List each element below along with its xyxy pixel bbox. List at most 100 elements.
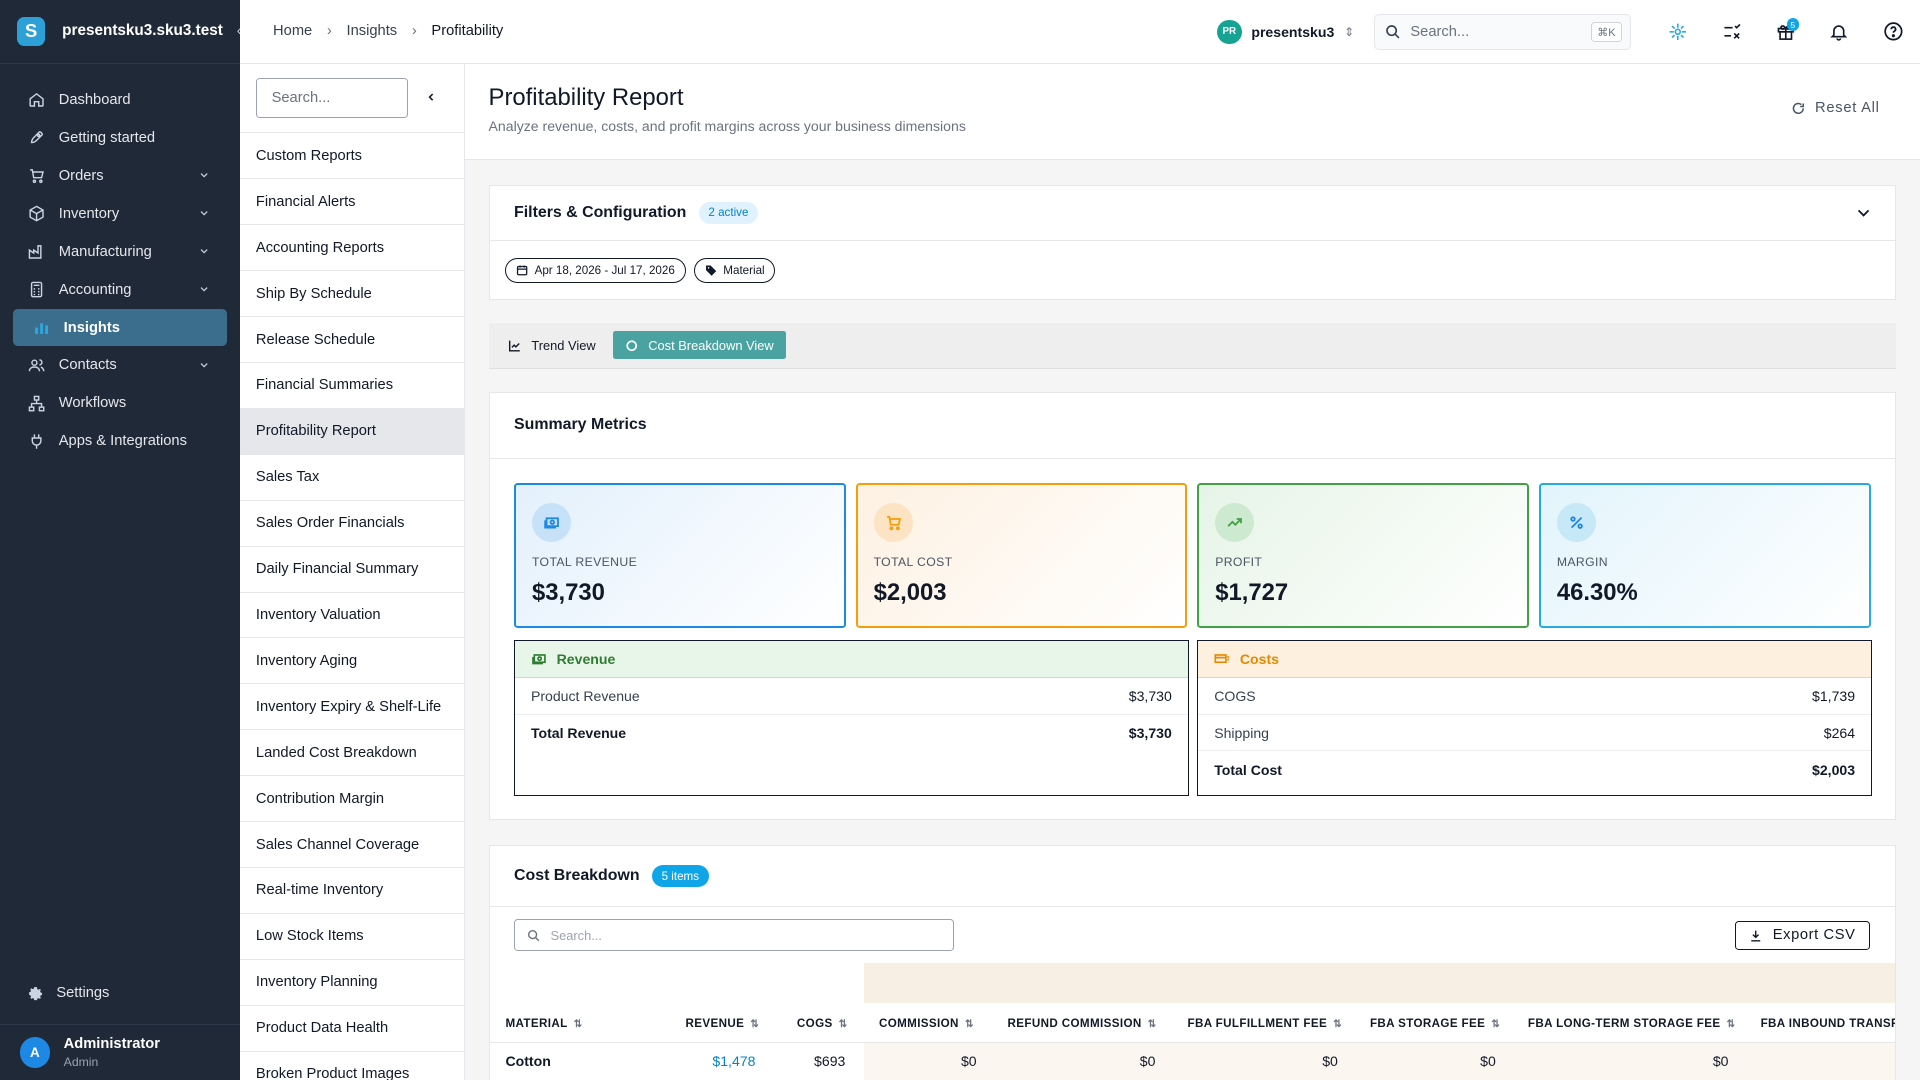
subnav-item[interactable]: Custom Reports <box>240 133 465 180</box>
sidebar-item-apps-integrations[interactable]: Apps & Integrations <box>0 422 240 460</box>
cell-fba-storage-fee: $0 <box>1480 1053 1496 1070</box>
reports-subnav: Search... Custom Reports Financial Alert… <box>240 63 466 1080</box>
reset-all-button[interactable]: Reset All <box>1791 100 1880 116</box>
chevron-left-icon[interactable] <box>425 91 437 103</box>
column-header-commission[interactable]: COMMISSION ⇅ <box>878 1016 974 1030</box>
sidebar-item-accounting[interactable]: Accounting <box>0 271 240 309</box>
kpi-value: 46.30% <box>1556 579 1638 606</box>
subnav-item[interactable]: Financial Summaries <box>240 363 465 409</box>
column-header-cogs[interactable]: COGS ⇅ <box>796 1016 848 1030</box>
home-icon <box>27 90 47 110</box>
cell-fba-long-term-storage-fee: $0 <box>1712 1053 1729 1070</box>
page-header: Profitability Report Analyze revenue, co… <box>465 63 1920 161</box>
kpi-total-revenue: TOTAL REVENUE $3,730 <box>514 483 846 628</box>
subnav-item-active[interactable]: Profitability Report <box>240 408 465 455</box>
line-chart-icon <box>508 339 531 352</box>
column-header-material[interactable]: MATERIAL ⇅ <box>505 1016 583 1030</box>
avatar: A <box>19 1037 51 1068</box>
subnav-item[interactable]: Product Data Health <box>240 1006 465 1052</box>
user-profile[interactable]: A Administrator Admin <box>0 1023 240 1080</box>
subnav-item[interactable]: Inventory Expiry & Shelf-Life <box>240 684 465 731</box>
subnav-item[interactable]: Inventory Planning <box>240 960 465 1006</box>
column-header-fba-storage-fee[interactable]: FBA STORAGE FEE ⇅ <box>1369 1016 1500 1030</box>
card-payment-icon <box>1214 651 1240 667</box>
factory-icon <box>27 242 47 262</box>
subnav-item[interactable]: Real-time Inventory <box>240 868 465 914</box>
brand-header[interactable]: S presentsku3.sku3.test ‹ <box>0 0 242 64</box>
kpi-label: TOTAL COST <box>873 555 953 570</box>
cart-icon <box>873 502 913 542</box>
subnav-item[interactable]: Sales Order Financials <box>240 501 465 547</box>
top-bar: Home › Insights › Profitability PR prese… <box>240 0 1920 64</box>
sidebar-footer: Settings A Administrator Admin <box>0 975 240 1080</box>
subnav-item[interactable]: Sales Channel Coverage <box>240 822 465 868</box>
row-value: $2,003 <box>1812 761 1856 778</box>
chevron-down-icon <box>198 283 210 295</box>
help-button[interactable] <box>1866 0 1920 64</box>
breadcrumb-insights[interactable]: Insights <box>346 23 398 40</box>
sidebar-item-contacts[interactable]: Contacts <box>0 346 240 384</box>
trend-view-tab[interactable]: Trend View <box>508 331 596 359</box>
subnav-item[interactable]: Accounting Reports <box>240 225 465 272</box>
cost-breakdown-view-tab[interactable]: Cost Breakdown View <box>612 331 786 360</box>
subnav-item[interactable]: Landed Cost Breakdown <box>240 730 465 777</box>
subnav-item[interactable]: Contribution Margin <box>240 776 465 823</box>
sidebar-item-orders[interactable]: Orders <box>0 157 240 195</box>
column-header-fba-long-term-storage-fee[interactable]: FBA LONG-TERM STORAGE FEE ⇅ <box>1527 1016 1736 1030</box>
gifts-button[interactable]: 5 <box>1758 0 1812 64</box>
summary-metrics-card: Summary Metrics TOTAL REVENUE $3,730 TOT… <box>488 391 1896 821</box>
notifications-button[interactable] <box>1812 0 1866 64</box>
subnav-item[interactable]: Financial Alerts <box>240 179 465 226</box>
column-header-fba-fulfillment-fee[interactable]: FBA FULFILLMENT FEE ⇅ <box>1187 1016 1342 1030</box>
account-switcher[interactable]: PR presentsku3 ⇕ <box>1217 19 1354 45</box>
chevron-down-icon <box>198 207 210 219</box>
sidebar-item-label: Contacts <box>58 357 117 374</box>
reports-search-input[interactable]: Search... <box>255 77 408 119</box>
date-range-chip[interactable]: Apr 18, 2026 - Jul 17, 2026 <box>505 258 686 283</box>
page-subtitle: Analyze revenue, costs, and profit margi… <box>488 117 966 134</box>
breadcrumb-home[interactable]: Home <box>273 23 313 40</box>
filters-panel: Filters & Configuration 2 active Apr 18,… <box>488 184 1896 300</box>
tag-icon <box>705 264 723 276</box>
subnav-item[interactable]: Low Stock Items <box>240 914 465 960</box>
chevron-down-icon <box>198 245 210 257</box>
cell-revenue-link[interactable]: $1,478 <box>712 1053 756 1070</box>
export-csv-button[interactable]: Export CSV <box>1735 920 1871 950</box>
table-search-input[interactable]: Search... <box>514 919 954 952</box>
sidebar-item-insights[interactable]: Insights <box>13 308 227 347</box>
sidebar-item-settings[interactable]: Settings <box>0 975 240 1012</box>
dimension-chip[interactable]: Material <box>694 258 776 283</box>
sidebar-item-dashboard[interactable]: Dashboard <box>0 81 240 119</box>
sidebar-item-manufacturing[interactable]: Manufacturing <box>0 233 240 271</box>
ai-assistant-button[interactable] <box>1651 0 1705 64</box>
subnav-item[interactable]: Inventory Valuation <box>240 593 465 639</box>
column-header-refund-commission[interactable]: REFUND COMMISSION ⇅ <box>1007 1016 1157 1030</box>
sidebar-collapse-icon[interactable]: ‹ <box>236 23 242 39</box>
breadcrumb-current: Profitability <box>431 23 504 40</box>
subnav-item[interactable]: Release Schedule <box>240 317 465 363</box>
cost-row: Shipping $264 <box>1198 715 1871 752</box>
filters-header[interactable]: Filters & Configuration 2 active <box>489 186 1895 241</box>
sidebar-item-getting-started[interactable]: Getting started <box>0 119 240 157</box>
subnav-item[interactable]: Broken Product Images <box>240 1052 464 1080</box>
subnav-item[interactable]: Daily Financial Summary <box>240 547 465 593</box>
subnav-item[interactable]: Sales Tax <box>240 455 465 501</box>
cost-breakdown-card: Cost Breakdown 5 items Search... Export … <box>488 844 1896 1080</box>
checklist-icon <box>1722 22 1742 42</box>
kpi-value: $2,003 <box>873 579 947 606</box>
subnav-item[interactable]: Inventory Aging <box>240 638 465 685</box>
column-header-fba-inbound-transport[interactable]: FBA INBOUND TRANSP <box>1760 1016 1896 1030</box>
row-label: Product Revenue <box>530 687 640 704</box>
tasks-button[interactable] <box>1705 0 1759 64</box>
table-row[interactable]: Cotton $1,478 $693 $0 $0 $0 $0 $0 <box>490 1043 1895 1080</box>
kpi-total-cost: TOTAL COST $2,003 <box>855 483 1188 628</box>
filters-title: Filters & Configuration <box>514 203 687 221</box>
global-search-input[interactable]: Search... ⌘K <box>1373 14 1632 50</box>
revenue-breakdown-title: Revenue <box>556 651 616 668</box>
column-header-revenue[interactable]: REVENUE ⇅ <box>685 1016 759 1030</box>
date-range-label: Apr 18, 2026 - Jul 17, 2026 <box>534 263 675 277</box>
chevron-down-icon[interactable] <box>1855 204 1872 221</box>
subnav-item[interactable]: Ship By Schedule <box>240 271 465 318</box>
sidebar-item-workflows[interactable]: Workflows <box>0 384 240 422</box>
sidebar-item-inventory[interactable]: Inventory <box>0 195 240 233</box>
